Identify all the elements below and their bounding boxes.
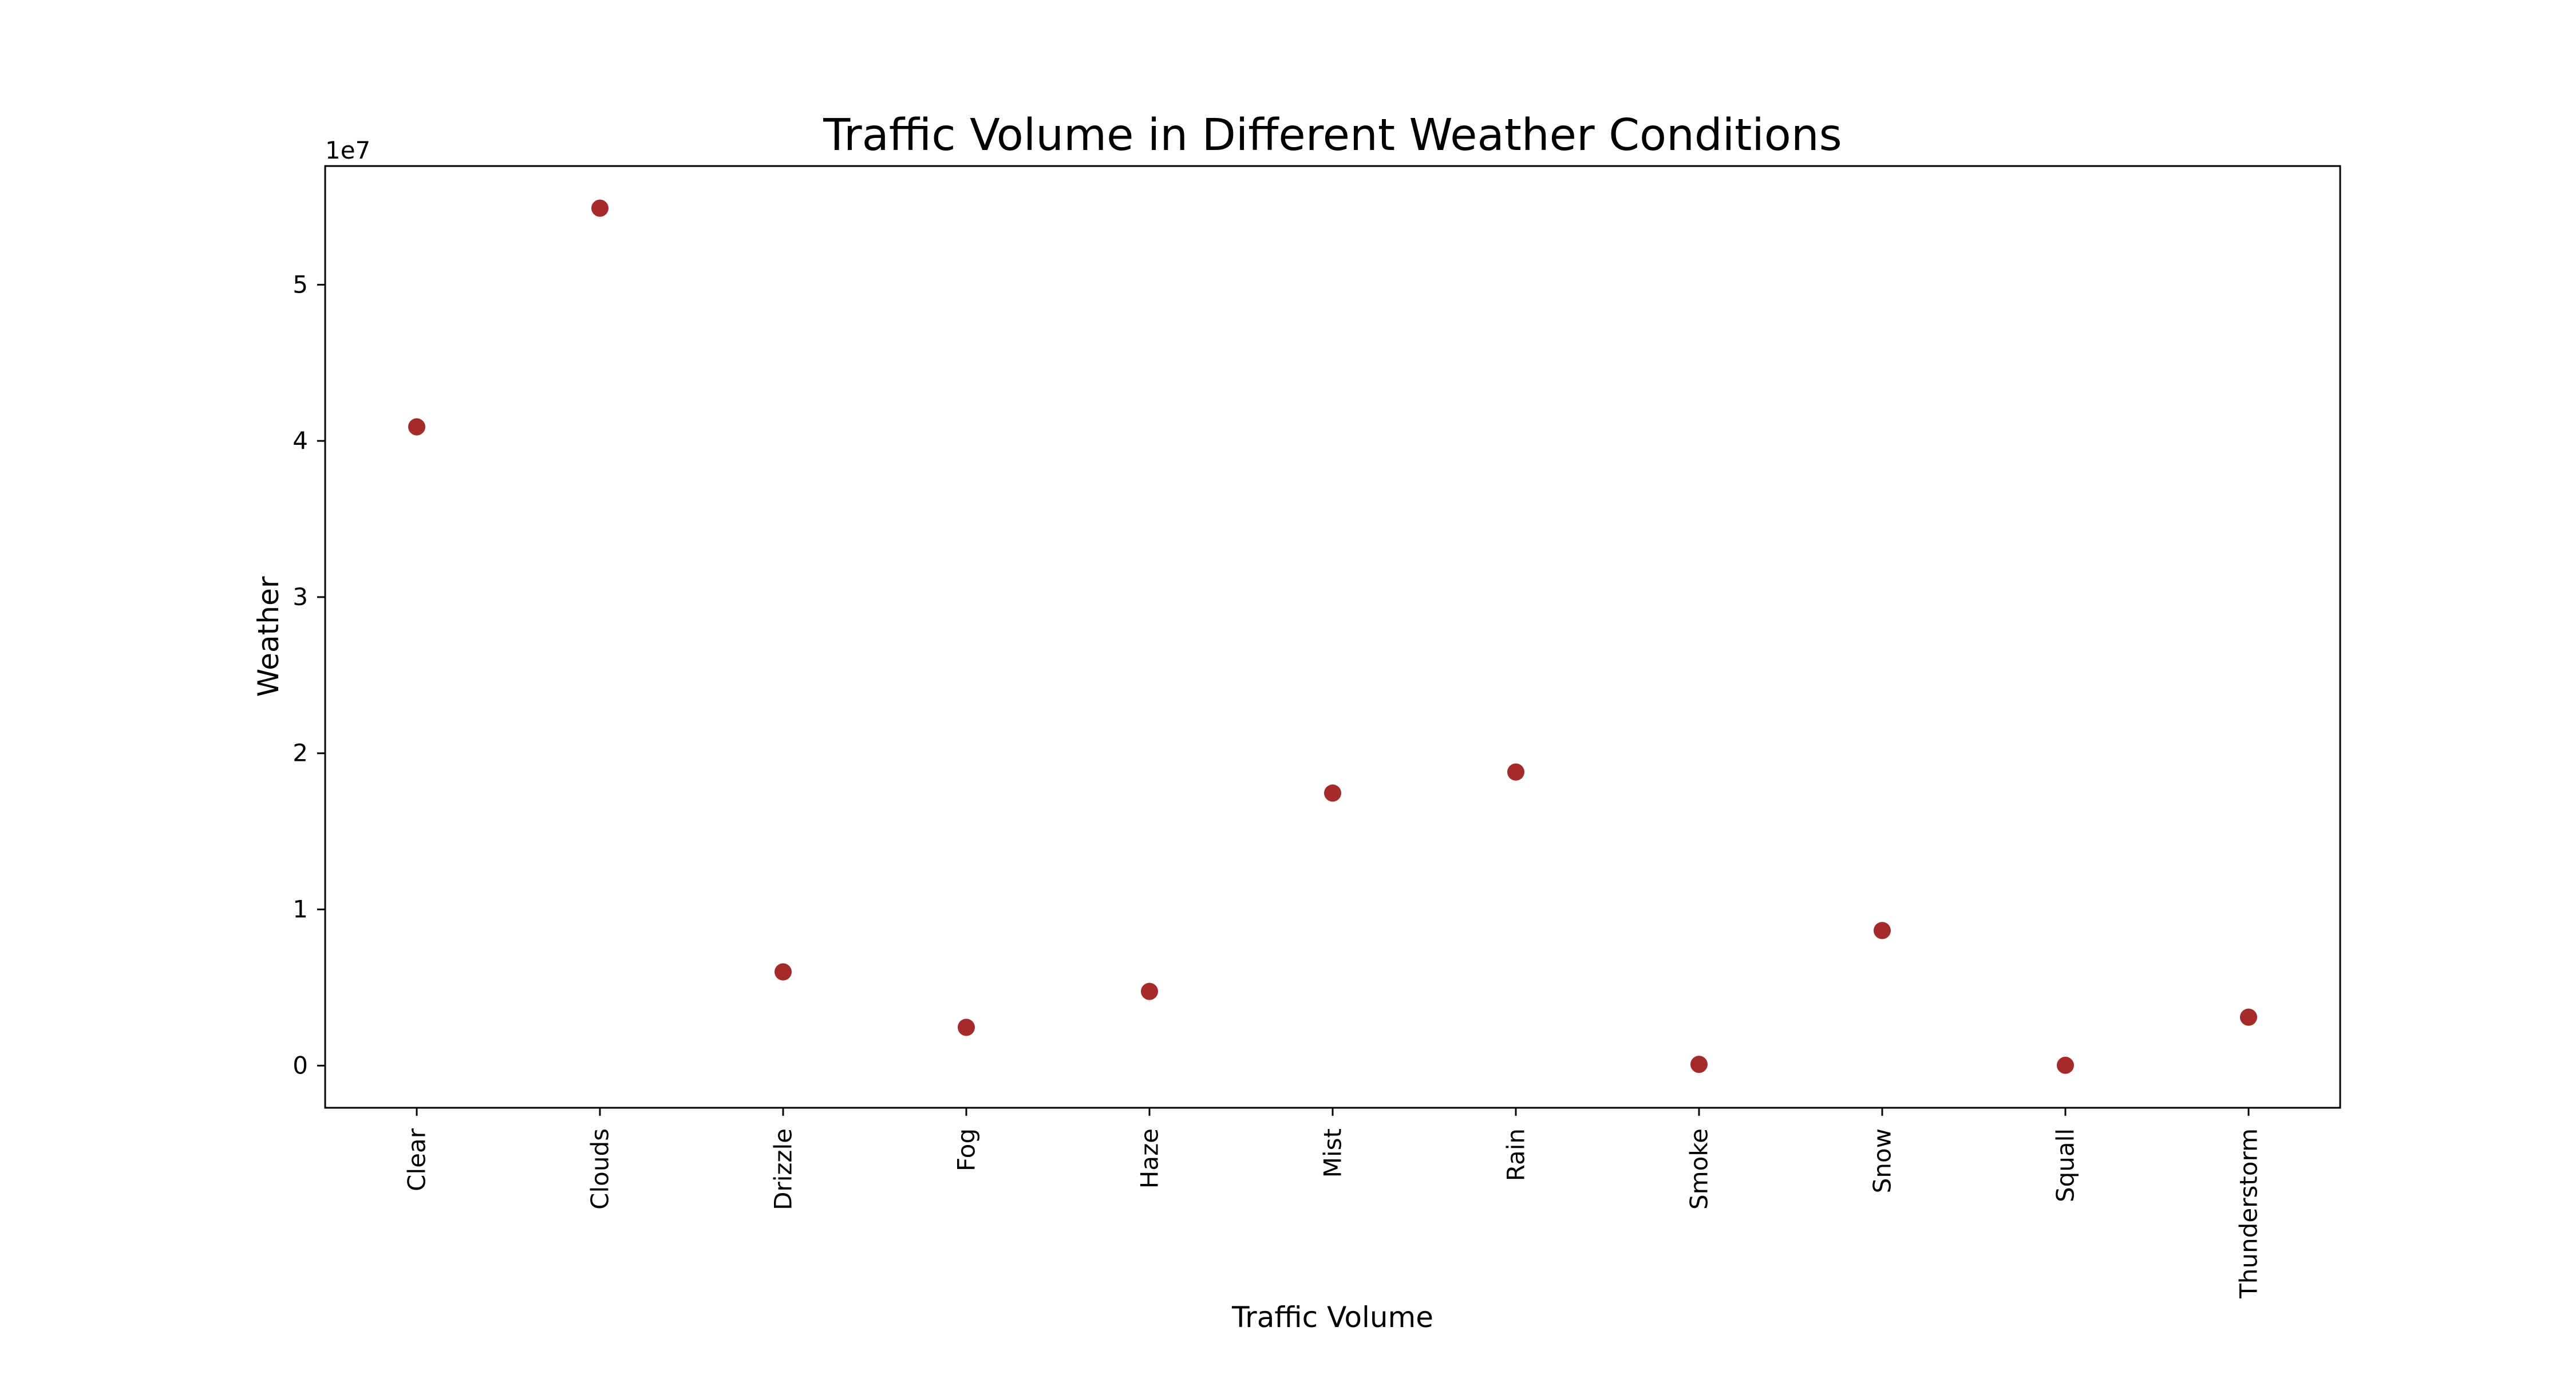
data-point-haze [1141,982,1158,1000]
y-tick-label: 1 [293,895,308,923]
data-point-rain [1507,763,1524,781]
y-tick-label: 4 [293,427,308,455]
y-tick-label: 3 [293,583,308,611]
x-tick-label: Drizzle [769,1128,797,1210]
x-tick-label: Snow [1868,1128,1897,1193]
x-axis-label: Traffic Volume [1231,1301,1433,1334]
x-tick-label: Thunderstorm [2235,1128,2263,1299]
data-point-drizzle [775,963,792,981]
y-tick-label: 2 [293,739,308,767]
x-tick-label: Haze [1136,1128,1164,1189]
data-point-smoke [1690,1056,1708,1073]
data-point-clear [408,418,425,436]
y-tick-label: 5 [293,270,308,298]
data-point-snow [1874,922,1891,939]
data-point-squall [2057,1056,2074,1074]
x-tick-label: Squall [2052,1128,2080,1202]
data-point-clouds [591,199,609,217]
x-tick-label: Smoke [1685,1128,1713,1210]
ticks-layer: 0 1 2 3 4 5 Clear Clouds Drizzle Fog Haze Mist Rain S… [293,270,2262,1298]
points-layer [408,199,2257,1074]
x-tick-label: Rain [1502,1128,1530,1181]
chart-title: Traffic Volume in Different Weather Cond… [823,110,1842,161]
data-point-fog [958,1018,975,1036]
y-axis-label: Weather [252,576,285,697]
y-tick-label: 0 [293,1051,308,1079]
x-tick-label: Mist [1319,1128,1347,1178]
data-point-thunderstorm [2240,1008,2257,1026]
x-tick-label: Clouds [586,1128,614,1210]
plot-area-frame [324,165,2341,1109]
x-tick-label: Fog [953,1128,981,1171]
x-tick-label: Clear [403,1128,431,1191]
y-axis-offset-label: 1e7 [325,136,370,164]
data-point-mist [1324,784,1341,802]
